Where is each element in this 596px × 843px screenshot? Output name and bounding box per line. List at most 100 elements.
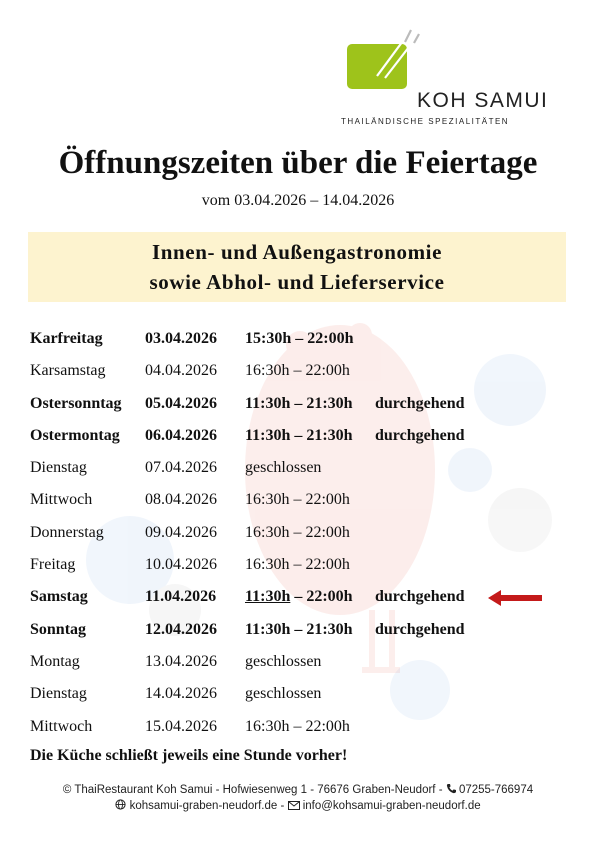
schedule-time-start: 16:30h — [245, 491, 290, 509]
schedule-time-end: – 21:30h — [290, 394, 353, 412]
schedule-time-start: 16:30h — [245, 362, 290, 380]
date-range: vom 03.04.2026 – 14.04.2026 — [201, 192, 395, 209]
schedule-date: 09.04.2026 — [145, 523, 217, 541]
schedule-day: Dienstag — [30, 685, 87, 703]
brand-tagline: THAILÄNDISCHE SPEZIALITÄTEN — [341, 117, 510, 126]
footer-email[interactable]: info@kohsamui-graben-neudorf.de — [302, 800, 481, 812]
globe-icon — [115, 799, 126, 810]
phone-icon — [446, 784, 456, 794]
schedule-time: 11:30h – 22:00h — [245, 581, 353, 613]
footer-phone: 07255-766974 — [458, 784, 534, 796]
schedule-time: geschlossen — [245, 646, 321, 678]
schedule-row: Sonntag 12.04.2026 11:30h – 21:30h durchgeh… — [30, 614, 570, 646]
schedule-day: Mittwoch — [30, 717, 93, 735]
schedule-time: 11:30h – 21:30h — [245, 388, 353, 420]
schedule-date: 08.04.2026 — [145, 491, 217, 509]
schedule-date: 05.04.2026 — [145, 394, 217, 412]
schedule-time-end: – 22:00h — [289, 523, 350, 541]
schedule-time-end: – 22:00h — [291, 330, 354, 347]
footer-separator: - — [277, 800, 288, 812]
schedule-row: Karsamstag 04.04.2026 16:30h – 22:00h — [30, 355, 570, 387]
schedule-time-start: geschlossen — [245, 685, 322, 703]
schedule-time-end: – 22:00h — [289, 362, 350, 380]
schedule-day: Donnerstag — [30, 523, 104, 541]
schedule-day: Ostermontag — [30, 426, 120, 444]
schedule-time-start: 11:30h — [245, 588, 291, 606]
schedule-date: 03.04.2026 — [145, 330, 217, 347]
schedule-day: Ostersonntag — [30, 394, 122, 412]
schedule-time-start: 11:30h — [245, 620, 291, 638]
schedule-time-end: – 21:30h — [290, 426, 353, 444]
schedule-time-start: 16:30h — [245, 556, 290, 574]
schedule-day: Samstag — [30, 588, 88, 606]
schedule-day: Mittwoch — [30, 491, 93, 509]
schedule-time-start: 11:30h — [245, 426, 291, 444]
schedule-time-start: 15:30h — [245, 330, 292, 347]
schedule-time: 16:30h – 22:00h — [245, 484, 350, 516]
schedule-note: durchgehend — [375, 620, 465, 638]
schedule-time: 16:30h – 22:00h — [245, 355, 350, 387]
schedule-time-start: 11:30h — [245, 394, 291, 412]
schedule-day: Karsamstag — [30, 362, 106, 380]
schedule-time-end: – 22:00h — [289, 556, 350, 574]
chopsticks-icon — [376, 29, 420, 79]
schedule-row: Mittwoch 08.04.2026 16:30h – 22:00h — [30, 484, 570, 516]
schedule-date: 06.04.2026 — [145, 426, 217, 444]
schedule-time-start: geschlossen — [245, 459, 322, 477]
schedule-note: durchgehend — [375, 394, 465, 412]
schedule-time-end: – 21:30h — [290, 620, 353, 638]
schedule-date: 14.04.2026 — [145, 685, 217, 703]
schedule-row: Freitag 10.04.2026 16:30h – 22:00h — [30, 549, 570, 581]
schedule-day: Karfreitag — [30, 330, 103, 347]
brand-logo: KOH SAMUI THAILÄNDISCHE SPEZIALITÄTEN — [341, 28, 556, 128]
schedule-time: 16:30h – 22:00h — [245, 517, 350, 549]
schedule-time: 11:30h – 21:30h — [245, 614, 353, 646]
schedule-row: Mittwoch 15.04.2026 16:30h – 22:00h — [30, 711, 570, 743]
left-arrow-icon — [488, 590, 542, 607]
opening-hours-table: Karfreitag 03.04.2026 15:30h – 22:00h Karsa… — [30, 323, 570, 743]
schedule-time-end: – 22:00h — [290, 588, 353, 606]
schedule-date: 10.04.2026 — [145, 556, 217, 574]
kitchen-note: Die Küche schließt jeweils eine Stunde v… — [30, 747, 348, 764]
logo-square — [347, 44, 407, 89]
banner-line-2: sowie Abhol- und Lieferservice — [149, 270, 445, 294]
schedule-date: 12.04.2026 — [145, 620, 217, 638]
schedule-day: Sonntag — [30, 620, 87, 638]
schedule-date: 07.04.2026 — [145, 459, 217, 477]
schedule-time-end: – 22:00h — [289, 491, 350, 509]
schedule-time: 11:30h – 21:30h — [245, 420, 353, 452]
schedule-note: durchgehend — [375, 426, 465, 444]
schedule-time-end: – 22:00h — [289, 717, 350, 735]
schedule-date: 11.04.2026 — [145, 588, 217, 606]
schedule-date: 15.04.2026 — [145, 717, 217, 735]
service-banner: Innen- und Außengastronomie sowie Abhol-… — [28, 232, 566, 302]
schedule-row: Donnerstag 09.04.2026 16:30h – 22:00h — [30, 517, 570, 549]
page-title: Öffnungszeiten über die Feiertage — [58, 145, 538, 181]
schedule-row: Montag 13.04.2026 geschlossen — [30, 646, 570, 678]
schedule-time: 15:30h – 22:00h — [245, 323, 353, 355]
footer-address: © ThaiRestaurant Koh Samui - Hofwiesenwe… — [0, 783, 596, 796]
footer-address-text: © ThaiRestaurant Koh Samui - Hofwiesenwe… — [62, 784, 446, 796]
schedule-row: Dienstag 07.04.2026 geschlossen — [30, 452, 570, 484]
schedule-note: durchgehend — [375, 588, 465, 606]
schedule-row: Ostermontag 06.04.2026 11:30h – 21:30h durc… — [30, 420, 570, 452]
schedule-row: Dienstag 14.04.2026 geschlossen — [30, 678, 570, 710]
footer-website[interactable]: kohsamui-graben-neudorf.de — [129, 800, 278, 812]
schedule-time: geschlossen — [245, 678, 321, 710]
schedule-time-start: 16:30h — [245, 717, 290, 735]
schedule-day: Freitag — [30, 556, 76, 574]
brand-name: KOH SAMUI — [417, 89, 549, 112]
schedule-row: Karfreitag 03.04.2026 15:30h – 22:00h — [30, 323, 570, 355]
schedule-row: Samstag 11.04.2026 11:30h – 22:00h durchgeh… — [30, 581, 570, 613]
schedule-day: Montag — [30, 652, 80, 670]
schedule-row: Ostersonntag 05.04.2026 11:30h – 21:30h dur… — [30, 388, 570, 420]
footer-contact: kohsamui-graben-neudorf.de - info@kohsam… — [0, 799, 596, 812]
schedule-time: 16:30h – 22:00h — [245, 711, 350, 743]
schedule-day: Dienstag — [30, 459, 87, 477]
schedule-date: 13.04.2026 — [145, 652, 217, 670]
schedule-time: 16:30h – 22:00h — [245, 549, 350, 581]
schedule-time-start: geschlossen — [245, 652, 322, 670]
schedule-time-start: 16:30h — [245, 523, 290, 541]
banner-line-1: Innen- und Außengastronomie — [151, 240, 443, 264]
schedule-time: geschlossen — [245, 452, 321, 484]
